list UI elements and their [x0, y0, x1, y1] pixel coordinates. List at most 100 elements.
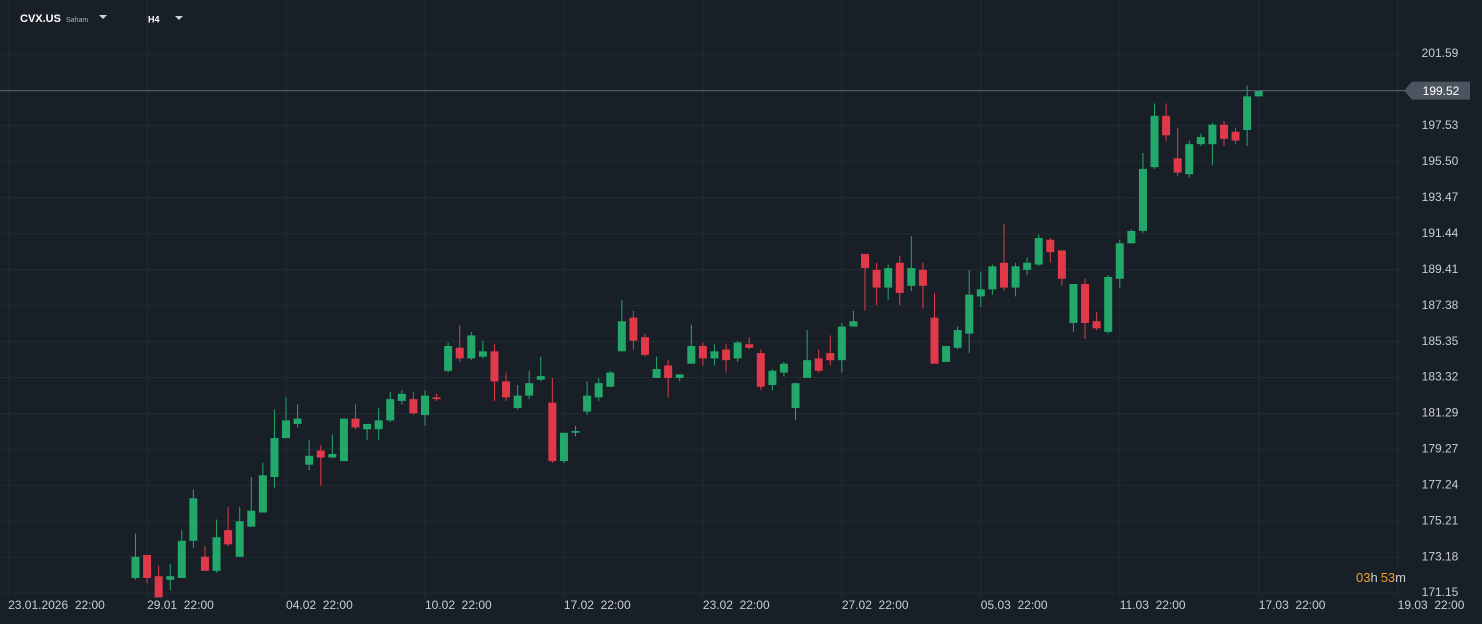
candle-body [363, 423, 372, 430]
candle-body [583, 395, 592, 412]
y-tick-label: 175.21 [1422, 513, 1459, 527]
candle-body [224, 530, 233, 545]
x-tick-label: 17.02 22:00 [564, 598, 631, 612]
candle-body [386, 399, 395, 421]
candle-body [1185, 144, 1194, 175]
candle-body [189, 498, 198, 541]
countdown-unit: m [1395, 570, 1406, 585]
candle-body [420, 395, 429, 416]
countdown-minutes: 53 [1381, 570, 1395, 585]
y-tick-label: 201.59 [1422, 46, 1459, 60]
candle-body [1138, 168, 1147, 231]
candle-body [1150, 115, 1159, 168]
candle-body [1023, 262, 1032, 270]
candle-body [1219, 124, 1228, 139]
candle-body [999, 262, 1008, 288]
candle-body [965, 294, 974, 334]
x-tick-label: 04.02 22:00 [286, 598, 353, 612]
candle-body [779, 363, 788, 373]
candle-body [1231, 131, 1240, 141]
candle-body [166, 576, 175, 580]
y-tick-label: 197.53 [1422, 118, 1459, 132]
candle-body [1196, 137, 1205, 145]
x-tick-label: 19.03 22:00 [1398, 598, 1465, 612]
y-tick-label: 179.27 [1422, 441, 1459, 455]
candle-body [884, 268, 893, 288]
candle-body [270, 438, 279, 478]
candle-body [1127, 230, 1136, 244]
market: Saham [66, 17, 88, 24]
y-tick-label: 191.44 [1422, 226, 1459, 240]
candle-body [594, 383, 603, 398]
candle-body [675, 374, 684, 378]
candle-body [444, 346, 453, 371]
candle-body [756, 353, 765, 387]
candle-body [1069, 284, 1078, 323]
candle-body [640, 337, 649, 355]
candle-body [143, 554, 152, 578]
candle-body [258, 475, 267, 513]
candle-body [803, 360, 812, 378]
x-tick-label: 17.03 22:00 [1259, 598, 1326, 612]
candle-body [722, 349, 731, 361]
x-tick-label: 27.02 22:00 [842, 598, 909, 612]
symbol-dropdown[interactable] [99, 15, 107, 19]
candle-body [918, 269, 927, 286]
x-tick-label: 05.03 22:00 [981, 598, 1048, 612]
symbol[interactable]: CVX.US [20, 13, 61, 25]
candle-body [733, 342, 742, 359]
candle-body [687, 346, 696, 364]
candle-body [1034, 237, 1043, 265]
countdown: 03h 53m [1356, 570, 1406, 585]
candle-body [710, 351, 719, 359]
grid [0, 0, 1400, 598]
candle-body [212, 537, 221, 571]
candle-body [293, 418, 302, 424]
candle-body [1208, 124, 1217, 145]
y-tick-label: 193.47 [1422, 190, 1459, 204]
candle-body [467, 335, 476, 359]
timeframe[interactable]: H4 [148, 14, 160, 24]
timeframe-dropdown[interactable] [175, 16, 183, 20]
candle-body [826, 353, 835, 361]
candle-body [895, 262, 904, 293]
x-tick-label: 23.01.2026 22:00 [8, 598, 105, 612]
candle-body [629, 317, 638, 341]
candle-body [791, 383, 800, 408]
candle-body [1104, 276, 1113, 332]
candle-body [154, 576, 163, 598]
candle-body [942, 346, 951, 362]
candles [131, 85, 1263, 598]
candle-body [200, 556, 209, 571]
y-tick-label: 195.50 [1422, 154, 1459, 168]
candle-body [652, 369, 661, 378]
candle-body [988, 266, 997, 290]
candle-body [1243, 96, 1252, 130]
y-tick-label: 189.41 [1422, 262, 1459, 276]
x-tick-label: 23.02 22:00 [703, 598, 770, 612]
y-tick-label: 173.18 [1422, 549, 1459, 563]
candle-body [698, 346, 707, 359]
candle-body [872, 269, 881, 288]
candle-body [617, 321, 626, 352]
candle-body [907, 268, 916, 286]
candle-body [339, 418, 348, 462]
candle-body [1115, 243, 1124, 279]
y-tick-label: 181.29 [1422, 406, 1459, 420]
countdown-hours: 03 [1356, 570, 1370, 585]
countdown-unit: h [1370, 570, 1377, 585]
candle-body [351, 418, 360, 428]
candle-body [397, 393, 406, 401]
candle-body [305, 455, 314, 465]
y-tick-label: 185.35 [1422, 334, 1459, 348]
axes: 201.59 197.53 195.50 193.47 191.44 189.41 187.… [0, 46, 1470, 612]
candle-body [768, 370, 777, 385]
x-tick-label: 11.03 22:00 [1120, 598, 1186, 612]
candle-body [409, 399, 418, 414]
x-tick-label: 10.02 22:00 [425, 598, 492, 612]
candle-body [606, 372, 615, 387]
x-tick-label: 29.01 22:00 [147, 598, 214, 612]
candle-body [490, 351, 499, 382]
candle-body [536, 376, 545, 380]
